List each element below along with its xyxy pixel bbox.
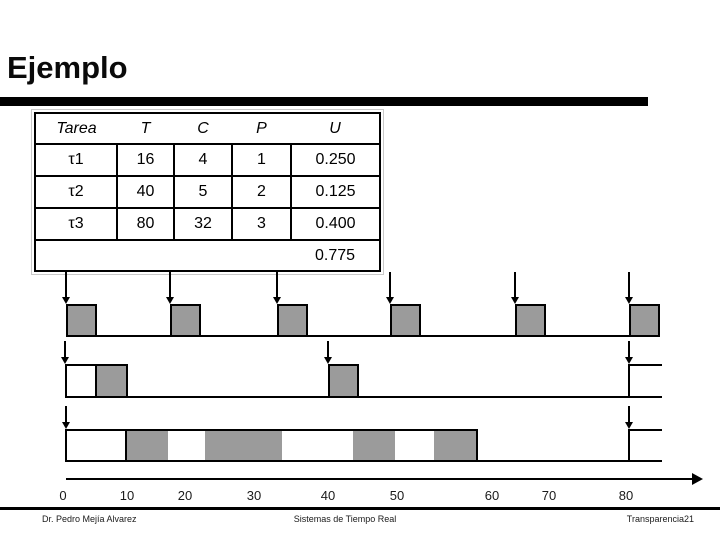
arrow-shaft — [65, 272, 67, 299]
tau2-next-release-box — [628, 364, 662, 398]
tau2-preempted-box — [65, 364, 97, 398]
tau2-exec-box — [328, 364, 359, 398]
total-utilization-cell: 0.775 — [314, 246, 356, 264]
arrow-head — [62, 422, 70, 429]
tau1-release-arrow-icon — [166, 272, 174, 304]
arrow-shaft — [514, 272, 516, 299]
tau2-release-arrow-icon — [625, 341, 633, 364]
arrow-shaft — [389, 272, 391, 299]
axis-tick-label: 40 — [320, 488, 336, 503]
arrow-head — [625, 297, 633, 304]
tau2-release-arrow-icon — [324, 341, 332, 364]
task-table: Tarea T C P U τ1 16 4 1 0.250 τ2 40 — [34, 112, 381, 272]
table-cell: 2 — [231, 176, 291, 209]
arrow-shaft — [65, 406, 67, 424]
arrow-shaft — [628, 341, 630, 359]
tau2-exec-box — [95, 364, 128, 398]
arrow-head — [625, 357, 633, 364]
tau3-exec-segment — [125, 431, 168, 460]
tau1-exec-box — [629, 304, 660, 337]
table-cell: 32 — [173, 208, 232, 241]
arrow-shaft — [64, 341, 66, 359]
header-cell-u: U — [291, 113, 380, 145]
tau3-next-release-box — [628, 429, 662, 461]
tau1-release-arrow-icon — [273, 272, 281, 304]
tau3-exec-segment — [205, 431, 282, 460]
table-cell: 0.250 — [290, 144, 380, 177]
title-underline-bar — [0, 97, 648, 106]
tau1-baseline — [66, 335, 631, 337]
tau3-release-arrow-icon — [62, 406, 70, 429]
tau2-baseline — [65, 396, 662, 398]
tau1-release-arrow-icon — [625, 272, 633, 304]
page-title: Ejemplo — [7, 50, 128, 85]
tau2-release-arrow-icon — [61, 341, 69, 364]
arrow-shaft — [628, 406, 630, 424]
arrow-head — [61, 357, 69, 364]
table-row: τ2 40 5 2 0.125 — [35, 176, 380, 209]
table-cell: 5 — [173, 176, 232, 209]
tau1-exec-box — [390, 304, 421, 337]
axis-tick-label: 50 — [389, 488, 405, 503]
table-cell: 3 — [231, 208, 291, 241]
table-cell: τ2 — [35, 176, 117, 209]
axis-tick-label: 20 — [177, 488, 193, 503]
table-cell: 4 — [173, 144, 232, 177]
table-total-spacer — [35, 240, 291, 271]
footer-course: Sistemas de Tiempo Real — [293, 514, 397, 524]
axis-tick-label: 70 — [541, 488, 557, 503]
arrow-head — [166, 297, 174, 304]
table-cell: 1 — [231, 144, 291, 177]
axis-tick-label: 30 — [246, 488, 262, 503]
table-cell: 80 — [116, 208, 174, 241]
tau3-exec-segment — [434, 431, 476, 460]
header-cell-tarea: Tarea — [35, 113, 117, 145]
axis-tick-label: 80 — [618, 488, 634, 503]
table-total-row: 0.775 — [35, 240, 380, 271]
task-table-frame: Tarea T C P U τ1 16 4 1 0.250 τ2 40 — [31, 109, 384, 275]
footer-divider — [0, 507, 720, 510]
arrow-head — [511, 297, 519, 304]
tau1-exec-box — [277, 304, 308, 337]
arrow-shaft — [327, 341, 329, 359]
arrow-head — [386, 297, 394, 304]
axis-tick-label: 10 — [119, 488, 135, 503]
header-cell-t: T — [117, 113, 174, 145]
arrow-head — [273, 297, 281, 304]
axis-tick-label: 0 — [59, 488, 67, 503]
arrow-shaft — [628, 272, 630, 299]
arrow-head — [625, 422, 633, 429]
arrow-shaft — [276, 272, 278, 299]
footer-author: Dr. Pedro Mejía Alvarez — [42, 514, 137, 524]
tau1-exec-box — [170, 304, 201, 337]
header-cell-c: C — [174, 113, 232, 145]
table-row: τ3 80 32 3 0.400 — [35, 208, 380, 241]
arrow-head — [324, 357, 332, 364]
tau1-exec-box — [515, 304, 546, 337]
tau1-exec-box — [66, 304, 97, 337]
table-cell: 0.400 — [290, 208, 380, 241]
time-axis-arrow-icon — [692, 473, 703, 485]
arrow-head — [62, 297, 70, 304]
footer-slide-label: Transparencia21 — [626, 514, 694, 524]
axis-tick-label: 60 — [484, 488, 500, 503]
header-cell-p: P — [232, 113, 291, 145]
table-header-row: Tarea T C P U — [35, 113, 380, 145]
tau3-exec-segment — [353, 431, 395, 460]
tau1-release-arrow-icon — [386, 272, 394, 304]
time-axis-line — [66, 478, 694, 480]
arrow-shaft — [169, 272, 171, 299]
tau3-release-arrow-icon — [625, 406, 633, 429]
tau1-release-arrow-icon — [62, 272, 70, 304]
table-cell: 40 — [116, 176, 174, 209]
tau1-release-arrow-icon — [511, 272, 519, 304]
table-cell: τ3 — [35, 208, 117, 241]
table-cell: 0.125 — [290, 176, 380, 209]
table-cell: τ1 — [35, 144, 117, 177]
table-cell: 16 — [116, 144, 174, 177]
table-row: τ1 16 4 1 0.250 — [35, 144, 380, 177]
